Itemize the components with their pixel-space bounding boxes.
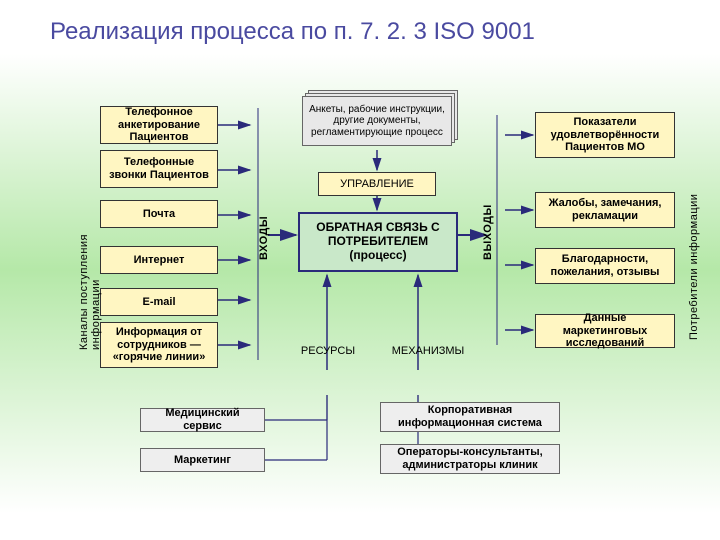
- mechanisms-label: МЕХАНИЗМЫ: [388, 345, 468, 357]
- channel-internet: Интернет: [100, 246, 218, 274]
- output-complaints: Жалобы, замечания, рекламации: [535, 192, 675, 228]
- service-medical: Медицинский сервис: [140, 408, 265, 432]
- service-operators: Операторы-консультанты, администраторы к…: [380, 444, 560, 474]
- page-title: Реализация процесса по п. 7. 2. 3 ISO 90…: [50, 18, 535, 46]
- channel-phone-survey: Телефонное анкетирование Пациентов: [100, 106, 218, 144]
- channel-phone-calls: Телефонные звонки Пациентов: [100, 150, 218, 188]
- outputs-label: ВЫХОДЫ: [482, 190, 494, 260]
- left-axis-label: Каналы поступления информации: [78, 170, 102, 350]
- management-box: УПРАВЛЕНИЕ: [318, 172, 436, 196]
- output-thanks: Благодарности, пожелания, отзывы: [535, 248, 675, 284]
- resources-label: РЕСУРСЫ: [298, 345, 358, 357]
- output-marketing-data: Данные маркетинговых исследований: [535, 314, 675, 348]
- right-axis-label: Потребители информации: [688, 170, 700, 340]
- channel-staff-hotline: Информация от сотрудников — «горячие лин…: [100, 322, 218, 368]
- documents-stack: Анкеты, рабочие инструкции, другие докум…: [302, 96, 452, 152]
- output-satisfaction: Показатели удовлетворённости Пациентов М…: [535, 112, 675, 158]
- inputs-label: ВХОДЫ: [258, 190, 270, 260]
- service-marketing: Маркетинг: [140, 448, 265, 472]
- service-corp-is: Корпоративная информационная система: [380, 402, 560, 432]
- channel-mail: Почта: [100, 200, 218, 228]
- documents-label: Анкеты, рабочие инструкции, другие докум…: [302, 96, 452, 146]
- process-box: ОБРАТНАЯ СВЯЗЬ С ПОТРЕБИТЕЛЕМ (процесс): [298, 212, 458, 272]
- channel-email: E-mail: [100, 288, 218, 316]
